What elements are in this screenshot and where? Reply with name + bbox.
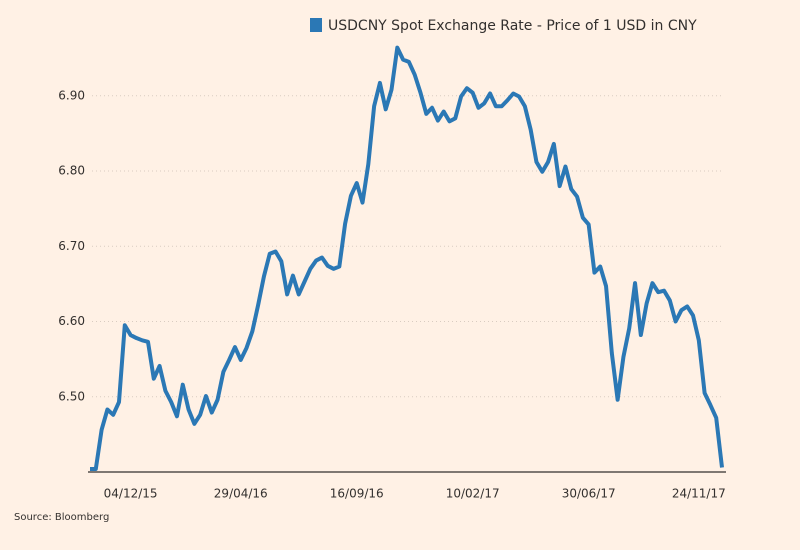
y-tick-label: 6.60 <box>58 314 85 328</box>
x-tick-label: 04/12/15 <box>104 487 158 501</box>
y-tick-label: 6.90 <box>58 88 85 102</box>
legend-label: USDCNY Spot Exchange Rate - Price of 1 U… <box>328 18 697 34</box>
x-tick-label: 29/04/16 <box>214 487 268 501</box>
line-series <box>90 45 724 471</box>
x-tick-label: 16/09/16 <box>330 487 384 501</box>
legend-swatch <box>310 18 322 32</box>
source-note: Source: Bloomberg <box>14 512 109 523</box>
x-tick-label: 10/02/17 <box>446 487 500 501</box>
x-tick-label: 30/06/17 <box>562 487 616 501</box>
y-tick-label: 6.50 <box>58 389 85 403</box>
y-tick-label: 6.70 <box>58 239 85 253</box>
y-tick-label: 6.80 <box>58 164 85 178</box>
x-tick-label: 24/11/17 <box>672 487 726 501</box>
